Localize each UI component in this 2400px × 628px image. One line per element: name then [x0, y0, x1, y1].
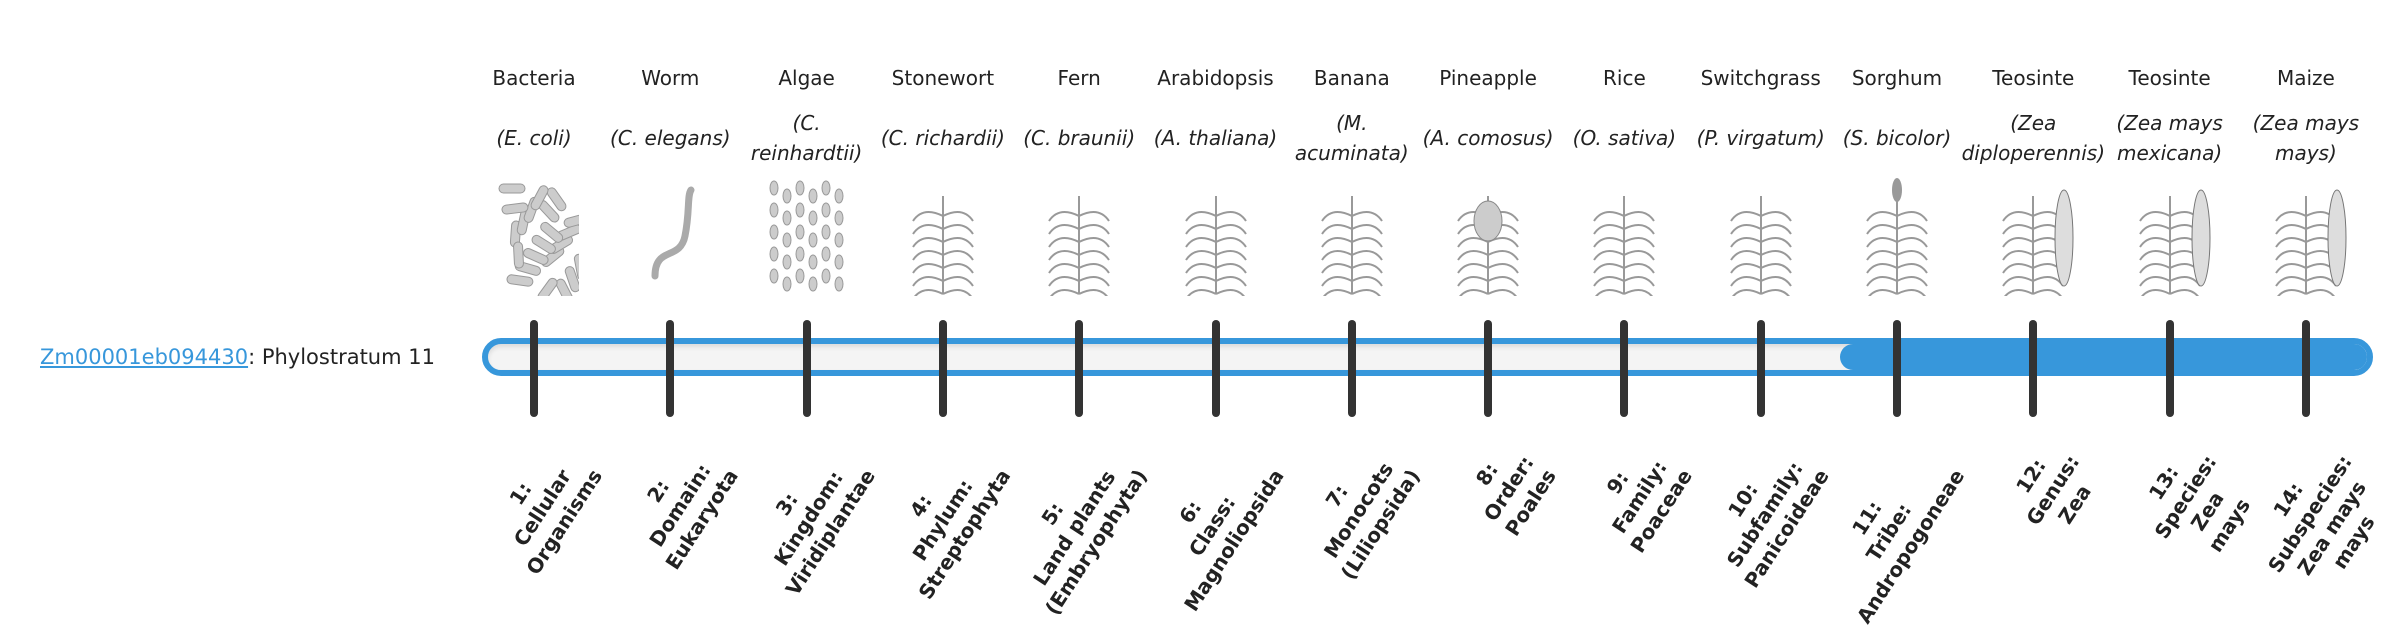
stratum-label: 4: Phylum: Streptophyta — [869, 436, 1016, 604]
stratum-label: 12: Genus: Zea — [1999, 436, 2107, 544]
stratum-label: 1: Cellular Organisms — [477, 436, 608, 579]
organism-common-name: Teosinte — [2128, 66, 2211, 90]
stratum-tick — [802, 320, 811, 417]
organism-common-name: Stonewort — [891, 66, 995, 90]
organism-common-name: Sorghum — [1851, 66, 1943, 90]
banana-icon — [1320, 196, 1383, 296]
organism-scientific-name: (C. elegans) — [610, 126, 731, 150]
stratum-label: 8: Order: Poales — [1456, 436, 1562, 541]
teosinte-icon — [2002, 189, 2074, 296]
stratum-label: 10: Subfamily: Panicoideae — [1695, 436, 1835, 593]
pineapple-icon — [1457, 196, 1519, 296]
organism-common-name: Bacteria — [492, 66, 576, 90]
stratum-tick — [1075, 320, 1084, 417]
stratum-tick — [2301, 320, 2310, 417]
phylostratum-bar — [482, 338, 2373, 376]
switchgrass-icon — [1729, 196, 1792, 296]
stratum-tick — [1893, 320, 1901, 417]
sorghum-icon — [1866, 178, 1928, 296]
stratum-tick — [2029, 320, 2038, 417]
organism-scientific-name: (P. virgatum) — [1696, 126, 1825, 150]
organism-scientific-name: (M. acuminata) — [1294, 111, 1409, 165]
stratum-tick — [1211, 320, 1220, 417]
stonewort-icon — [912, 196, 974, 296]
stratum-label: 11: Tribe: Andropogoneae — [1807, 436, 1970, 628]
organism-scientific-name: (Zea mays mexicana) — [2116, 111, 2223, 165]
rice-icon — [1593, 196, 1656, 296]
organism-common-name: Fern — [1057, 66, 1101, 90]
gene-label: Zm00001eb094430: Phylostratum 11 — [40, 338, 435, 376]
organism-common-name: Algae — [778, 66, 835, 90]
stratum-tick — [530, 320, 538, 417]
stratum-label: 9: Family: Poaceae — [1581, 436, 1698, 558]
teosinte-icon — [2138, 189, 2211, 296]
organism-scientific-name: (C. braunii) — [1023, 126, 1136, 150]
organism-scientific-name: (Zea diploperennis) — [1961, 111, 2105, 165]
organism-scientific-name: (A. comosus) — [1422, 126, 1554, 150]
organism-common-name: Rice — [1603, 66, 1646, 90]
stratum-tick — [1347, 320, 1356, 417]
stratum-label: 5: Land plants (Embryophyta) — [996, 436, 1153, 620]
organism-common-name: Pineapple — [1439, 66, 1537, 90]
stratum-label: 14: Subspecies: Zea mays mays — [2240, 436, 2400, 606]
organism-scientific-name: (C. reinhardtii) — [750, 111, 863, 165]
organism-scientific-name: (S. bicolor) — [1842, 126, 1952, 150]
fern-icon — [1048, 196, 1111, 296]
gene-id-link[interactable]: Zm00001eb094430 — [40, 345, 249, 369]
organism-scientific-name: (O. sativa) — [1572, 126, 1677, 150]
phylostratum-bar-fill — [1840, 344, 2367, 370]
stratum-label: 6: Class: Magnoliopsida — [1134, 436, 1289, 616]
worm-icon — [651, 186, 695, 280]
organism-scientific-name: (Zea mays mays) — [2252, 111, 2360, 165]
organism-common-name: Switchgrass — [1700, 66, 1821, 90]
phylostratum-text: : Phylostratum 11 — [248, 345, 435, 369]
stratum-tick — [1620, 320, 1629, 417]
organism-common-name: Arabidopsis — [1157, 66, 1274, 90]
organism-common-name: Maize — [2276, 66, 2335, 90]
algae-icon — [769, 180, 844, 292]
organism-common-name: Teosinte — [1992, 66, 2075, 90]
maize-icon — [2275, 189, 2347, 296]
organism-scientific-name: (E. coli) — [496, 126, 572, 150]
organism-scientific-name: (C. richardii) — [880, 126, 1005, 150]
stratum-tick — [2165, 320, 2174, 417]
stratum-label: 2: Domain: Eukaryota — [616, 436, 744, 574]
organism-scientific-name: (A. thaliana) — [1153, 126, 1278, 150]
organism-common-name: Banana — [1313, 66, 1390, 90]
stratum-tick — [1484, 320, 1493, 417]
stratum-label: 3: Kingdom: Viridiplantae — [736, 436, 881, 600]
stratum-tick — [666, 320, 675, 417]
stratum-label: 7: Monocots (Liliopsida) — [1291, 436, 1425, 584]
arabidopsis-icon — [1184, 196, 1247, 296]
bacteria-icon — [498, 183, 579, 296]
stratum-tick — [938, 320, 947, 417]
stratum-tick — [1756, 320, 1765, 417]
organism-common-name: Worm — [641, 66, 700, 90]
